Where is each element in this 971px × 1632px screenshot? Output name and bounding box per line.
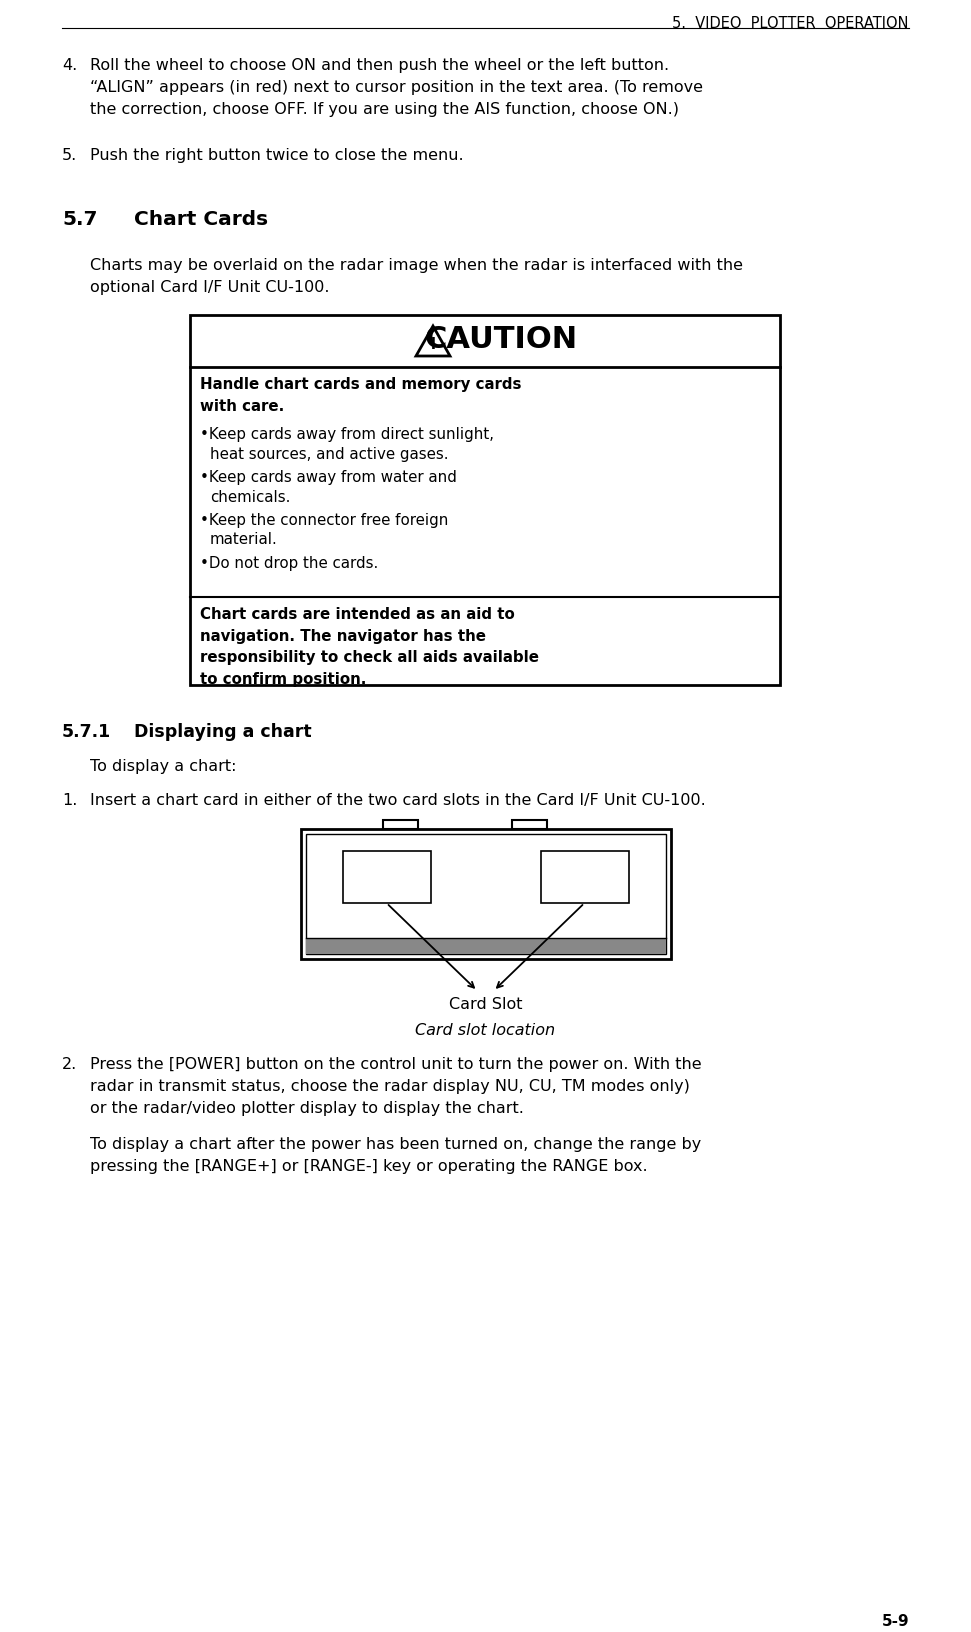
Text: Charts may be overlaid on the radar image when the radar is interfaced with the
: Charts may be overlaid on the radar imag… (90, 258, 743, 295)
Bar (306, 834, 665, 955)
Text: Chart cards are intended as an aid to
navigation. The navigator has the
responsi: Chart cards are intended as an aid to na… (200, 607, 539, 687)
Text: Roll the wheel to choose ON and then push the wheel or the left button.
“ALIGN” : Roll the wheel to choose ON and then pus… (90, 59, 703, 118)
Text: 5.: 5. (62, 149, 78, 163)
Text: To display a chart after the power has been turned on, change the range by
press: To display a chart after the power has b… (90, 1138, 701, 1173)
Text: •Keep cards away from direct sunlight,: •Keep cards away from direct sunlight, (200, 428, 494, 442)
Bar (541, 850, 628, 902)
Bar (300, 829, 671, 960)
Bar (343, 850, 430, 902)
Text: Push the right button twice to close the menu.: Push the right button twice to close the… (90, 149, 463, 163)
Text: •Keep cards away from water and: •Keep cards away from water and (200, 470, 457, 485)
Bar (513, 819, 548, 829)
Bar (383, 819, 418, 829)
Text: Displaying a chart: Displaying a chart (134, 723, 312, 741)
Text: To display a chart:: To display a chart: (90, 759, 237, 774)
Text: Chart Cards: Chart Cards (134, 211, 268, 228)
Text: Card Slot: Card Slot (449, 997, 522, 1012)
Text: 1.: 1. (62, 793, 78, 808)
Text: 5.  VIDEO  PLOTTER  OPERATION: 5. VIDEO PLOTTER OPERATION (673, 16, 909, 31)
Text: CAUTION: CAUTION (424, 325, 578, 354)
Bar (190, 315, 780, 685)
Text: 5.7.1: 5.7.1 (62, 723, 112, 741)
Text: 5-9: 5-9 (882, 1614, 909, 1629)
Text: Card slot location: Card slot location (416, 1023, 555, 1038)
Text: Insert a chart card in either of the two card slots in the Card I/F Unit CU-100.: Insert a chart card in either of the two… (90, 793, 706, 808)
Text: !: ! (429, 336, 436, 353)
Text: Press the [POWER] button on the control unit to turn the power on. With the
rada: Press the [POWER] button on the control … (90, 1058, 702, 1116)
Bar (306, 938, 665, 955)
Text: material.: material. (210, 532, 278, 547)
Text: •Do not drop the cards.: •Do not drop the cards. (200, 557, 379, 571)
Text: 2.: 2. (62, 1058, 78, 1072)
Text: 5.7: 5.7 (62, 211, 97, 228)
Text: 4.: 4. (62, 59, 78, 73)
Polygon shape (416, 326, 450, 356)
Text: chemicals.: chemicals. (210, 490, 290, 504)
Text: •Keep the connector free foreign: •Keep the connector free foreign (200, 512, 449, 529)
Text: Handle chart cards and memory cards
with care.: Handle chart cards and memory cards with… (200, 377, 521, 413)
Text: heat sources, and active gases.: heat sources, and active gases. (210, 447, 449, 462)
